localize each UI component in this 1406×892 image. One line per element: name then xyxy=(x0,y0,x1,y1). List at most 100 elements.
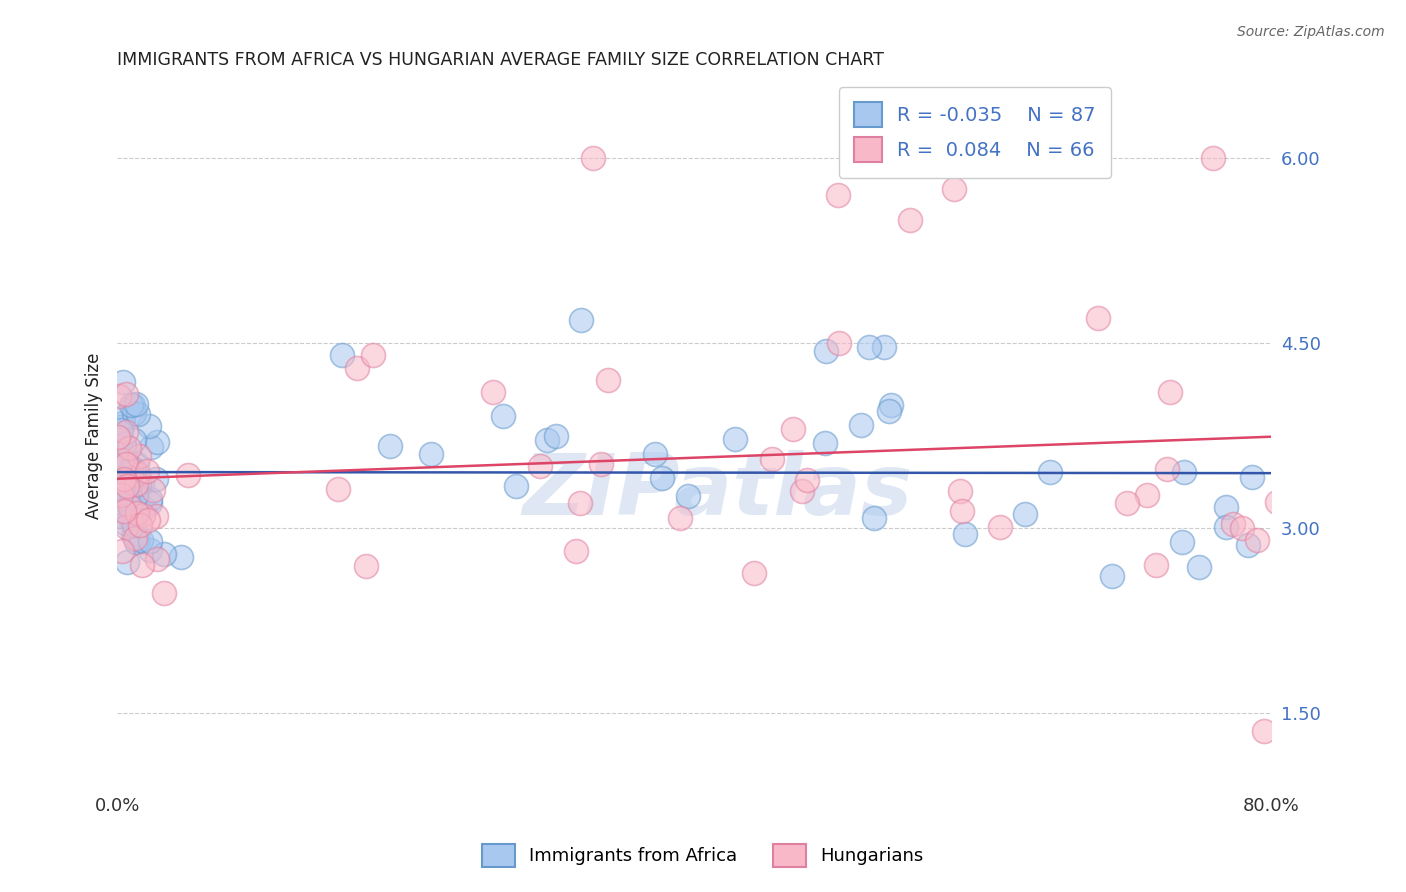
Point xyxy=(1285,471,1308,485)
Text: ZIPatlas: ZIPatlas xyxy=(522,450,912,533)
Point xyxy=(565,543,588,558)
Point xyxy=(1253,724,1275,739)
Point xyxy=(115,454,138,468)
Point xyxy=(879,404,901,418)
Point xyxy=(1215,500,1237,515)
Point xyxy=(120,461,142,475)
Point xyxy=(900,212,922,227)
Point xyxy=(111,478,134,492)
Point xyxy=(136,513,159,527)
Point xyxy=(796,473,818,487)
Point xyxy=(111,452,134,467)
Point xyxy=(1202,151,1225,165)
Point xyxy=(569,496,592,510)
Point xyxy=(1265,495,1288,509)
Point xyxy=(115,555,138,569)
Point xyxy=(589,457,612,471)
Point xyxy=(114,458,136,473)
Point xyxy=(1222,517,1244,532)
Point xyxy=(139,542,162,557)
Legend: R = -0.035    N = 87, R =  0.084    N = 66: R = -0.035 N = 87, R = 0.084 N = 66 xyxy=(839,87,1111,178)
Point xyxy=(953,527,976,541)
Point xyxy=(131,558,153,573)
Point xyxy=(131,477,153,491)
Point xyxy=(596,373,619,387)
Point xyxy=(1241,470,1264,484)
Point xyxy=(782,422,804,436)
Point xyxy=(146,552,169,566)
Point xyxy=(136,464,159,478)
Point xyxy=(111,483,134,497)
Point xyxy=(127,533,149,547)
Point xyxy=(569,312,592,326)
Point xyxy=(127,467,149,482)
Point xyxy=(112,467,135,482)
Point xyxy=(145,472,167,486)
Point xyxy=(131,508,153,522)
Point xyxy=(115,475,138,489)
Point xyxy=(122,406,145,420)
Point xyxy=(138,496,160,510)
Point xyxy=(114,516,136,531)
Point xyxy=(851,417,873,432)
Point xyxy=(115,425,138,440)
Point xyxy=(108,420,131,434)
Point xyxy=(354,559,377,574)
Point xyxy=(125,397,148,411)
Point xyxy=(122,464,145,478)
Point xyxy=(120,398,142,412)
Point xyxy=(862,510,884,524)
Point xyxy=(1215,520,1237,534)
Point xyxy=(1246,533,1268,548)
Point xyxy=(125,476,148,491)
Point xyxy=(492,409,515,423)
Point xyxy=(118,497,141,511)
Point xyxy=(129,533,152,547)
Point xyxy=(742,566,765,580)
Point xyxy=(761,451,783,466)
Point xyxy=(1136,488,1159,502)
Point xyxy=(134,500,156,515)
Point xyxy=(122,398,145,412)
Text: IMMIGRANTS FROM AFRICA VS HUNGARIAN AVERAGE FAMILY SIZE CORRELATION CHART: IMMIGRANTS FROM AFRICA VS HUNGARIAN AVER… xyxy=(117,51,884,69)
Point xyxy=(378,439,401,453)
Point xyxy=(112,437,135,451)
Point xyxy=(107,389,129,403)
Point xyxy=(110,423,132,437)
Point xyxy=(111,474,134,488)
Point xyxy=(115,479,138,493)
Point xyxy=(115,457,138,471)
Point xyxy=(115,491,138,506)
Point xyxy=(1230,521,1253,535)
Point xyxy=(1115,496,1137,510)
Point xyxy=(112,504,135,518)
Point xyxy=(112,472,135,486)
Point xyxy=(582,151,605,165)
Point xyxy=(115,476,138,491)
Point xyxy=(110,509,132,524)
Point xyxy=(828,336,851,351)
Point xyxy=(111,375,134,389)
Point xyxy=(1237,538,1260,552)
Point xyxy=(942,182,965,196)
Point xyxy=(529,459,551,474)
Point xyxy=(121,515,143,529)
Point xyxy=(813,436,835,450)
Legend: Immigrants from Africa, Hungarians: Immigrants from Africa, Hungarians xyxy=(475,837,931,874)
Point xyxy=(128,477,150,491)
Point xyxy=(1171,534,1194,549)
Point xyxy=(678,489,700,503)
Point xyxy=(1159,385,1181,400)
Point xyxy=(949,483,972,498)
Point xyxy=(111,410,134,425)
Point xyxy=(880,398,903,412)
Point xyxy=(544,429,567,443)
Point xyxy=(858,340,880,354)
Text: Source: ZipAtlas.com: Source: ZipAtlas.com xyxy=(1237,25,1385,39)
Point xyxy=(505,478,527,492)
Point xyxy=(332,348,354,362)
Point xyxy=(724,432,747,446)
Point xyxy=(1144,558,1167,572)
Point xyxy=(177,468,200,483)
Point xyxy=(107,430,129,444)
